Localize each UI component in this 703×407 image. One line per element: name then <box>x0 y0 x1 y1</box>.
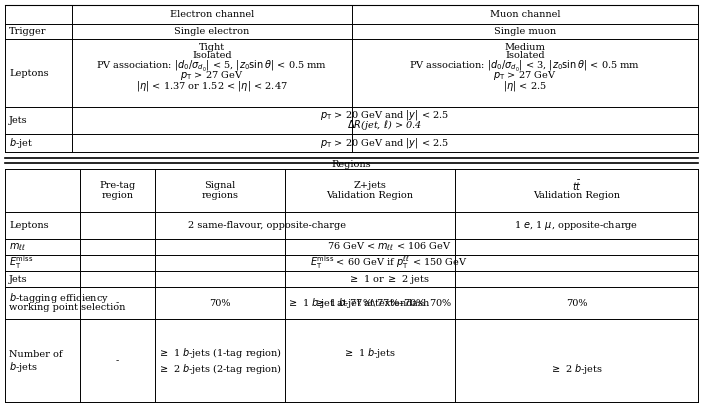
Text: Jets: Jets <box>9 116 27 125</box>
Text: Medium: Medium <box>505 42 546 52</box>
Text: Z+jets: Z+jets <box>354 181 387 190</box>
Text: $p_\mathrm{T}$ > 20 GeV and $|y|$ < 2.5: $p_\mathrm{T}$ > 20 GeV and $|y|$ < 2.5 <box>321 109 449 123</box>
Text: $b$-tagging efficiency: $b$-tagging efficiency <box>9 291 109 305</box>
Text: $\geq$ 2 $b$-jets (2-tag region): $\geq$ 2 $b$-jets (2-tag region) <box>158 361 282 376</box>
Text: $\Delta R$(jet, $\ell$) > 0.4: $\Delta R$(jet, $\ell$) > 0.4 <box>347 118 423 133</box>
Text: Leptons: Leptons <box>9 221 49 230</box>
Text: Validation Region: Validation Region <box>533 191 620 200</box>
Text: Leptons: Leptons <box>9 68 49 77</box>
Text: $b$-jets: $b$-jets <box>9 359 38 374</box>
Text: Isolated: Isolated <box>192 52 232 61</box>
Text: Trigger: Trigger <box>9 27 46 36</box>
Text: $E_\mathrm{T}^\mathrm{miss}$ < 60 GeV if $p_\mathrm{T}^{\ell\ell}$ < 150 GeV: $E_\mathrm{T}^\mathrm{miss}$ < 60 GeV if… <box>310 255 468 271</box>
Text: region: region <box>101 191 134 200</box>
Text: $\geq$ 1 $b$-jet at 77%–70%: $\geq$ 1 $b$-jet at 77%–70% <box>314 296 426 310</box>
Text: 1 $e$, 1 $\mu$, opposite-charge: 1 $e$, 1 $\mu$, opposite-charge <box>515 219 638 232</box>
Text: -: - <box>116 298 119 308</box>
Text: Number of: Number of <box>9 350 63 359</box>
Text: Validation Region: Validation Region <box>326 191 413 200</box>
Text: $m_{\ell\ell}$: $m_{\ell\ell}$ <box>9 241 26 253</box>
Text: Pre-tag: Pre-tag <box>99 181 136 190</box>
Text: Single electron: Single electron <box>174 27 250 36</box>
Text: $p_\mathrm{T}$ > 27 GeV: $p_\mathrm{T}$ > 27 GeV <box>494 70 557 83</box>
Text: $\geq$ 2 $b$-jets: $\geq$ 2 $b$-jets <box>550 361 603 376</box>
Text: 70%: 70% <box>209 298 231 308</box>
Text: Isolated: Isolated <box>505 52 545 61</box>
Text: Tight: Tight <box>199 42 225 52</box>
Text: Jets: Jets <box>9 274 27 284</box>
Text: Regions: Regions <box>332 160 371 169</box>
Text: $b$-jet: $b$-jet <box>9 136 33 150</box>
Text: $t\bar{t}$: $t\bar{t}$ <box>572 179 581 193</box>
Text: Muon channel: Muon channel <box>490 10 560 19</box>
Text: 70%: 70% <box>566 298 587 308</box>
Text: working point selection: working point selection <box>9 304 125 313</box>
Text: PV association: $|d_0/\sigma_{d_0}|$ < 5, $|z_0\sin\theta|$ < 0.5 mm: PV association: $|d_0/\sigma_{d_0}|$ < 5… <box>96 59 328 74</box>
Text: Electron channel: Electron channel <box>170 10 254 19</box>
Text: PV association: $|d_0/\sigma_{d_0}|$ < 3, $|z_0\sin\theta|$ < 0.5 mm: PV association: $|d_0/\sigma_{d_0}|$ < 3… <box>409 59 640 74</box>
Text: 76 GeV < $m_{\ell\ell}$ < 106 GeV: 76 GeV < $m_{\ell\ell}$ < 106 GeV <box>327 241 451 254</box>
Text: $p_\mathrm{T}$ > 27 GeV: $p_\mathrm{T}$ > 27 GeV <box>181 70 244 83</box>
Text: $|\eta|$ < 1.37 or 1.52 < $|\eta|$ < 2.47: $|\eta|$ < 1.37 or 1.52 < $|\eta|$ < 2.4… <box>136 79 288 93</box>
Text: -: - <box>116 356 119 365</box>
Text: $\geq$ 1 $b$-jet at 77%\textendash70%: $\geq$ 1 $b$-jet at 77%\textendash70% <box>288 296 453 310</box>
Text: $|\eta|$ < 2.5: $|\eta|$ < 2.5 <box>503 79 547 93</box>
Text: regions: regions <box>202 191 238 200</box>
Text: Single muon: Single muon <box>494 27 556 36</box>
Text: $\geq$ 1 $b$-jets (1-tag region): $\geq$ 1 $b$-jets (1-tag region) <box>158 346 282 359</box>
Text: Signal: Signal <box>205 181 236 190</box>
Text: $p_\mathrm{T}$ > 20 GeV and $|y|$ < 2.5: $p_\mathrm{T}$ > 20 GeV and $|y|$ < 2.5 <box>321 136 449 150</box>
Text: $\geq$ 1 $b$-jets: $\geq$ 1 $b$-jets <box>344 346 396 359</box>
Text: 2 same-flavour, opposite-charge: 2 same-flavour, opposite-charge <box>188 221 347 230</box>
Text: $E_\mathrm{T}^\mathrm{miss}$: $E_\mathrm{T}^\mathrm{miss}$ <box>9 255 33 271</box>
Text: $\geq$ 1 or $\geq$ 2 jets: $\geq$ 1 or $\geq$ 2 jets <box>348 273 430 285</box>
